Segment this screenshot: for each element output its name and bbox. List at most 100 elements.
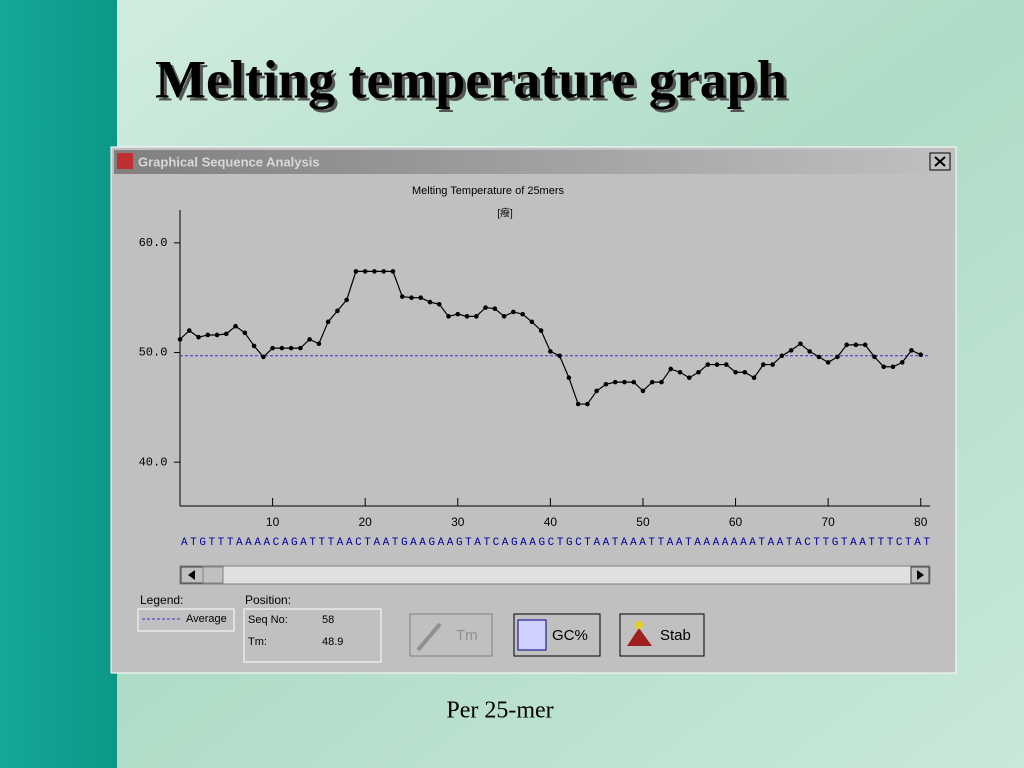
scroll-thumb[interactable] bbox=[202, 566, 224, 584]
tm-point bbox=[853, 342, 859, 348]
stab-icon-dot bbox=[635, 621, 643, 629]
plot-panel bbox=[116, 178, 952, 588]
y-tick-label: 50.0 bbox=[139, 346, 168, 360]
tm-point bbox=[705, 362, 711, 367]
x-tick-label: 20 bbox=[359, 515, 373, 529]
x-tick-label: 50 bbox=[636, 515, 650, 529]
tm-point bbox=[640, 388, 646, 394]
tm-point bbox=[251, 343, 257, 349]
tm-point bbox=[659, 379, 664, 385]
tm-point bbox=[779, 353, 785, 359]
scrollbar[interactable] bbox=[179, 565, 931, 585]
tm-point bbox=[473, 314, 479, 319]
tm-point bbox=[872, 354, 877, 360]
tm-point bbox=[316, 341, 322, 347]
tm-point bbox=[520, 311, 525, 317]
tm-point bbox=[492, 306, 498, 311]
tm-point bbox=[844, 342, 849, 348]
tm-point bbox=[622, 379, 627, 385]
chart-title: Melting Temperature of 25mers bbox=[412, 185, 565, 197]
title-bar bbox=[114, 150, 953, 174]
window: Graphical Sequence Analysis Legend: Posi… bbox=[110, 146, 957, 674]
x-tick-label: 70 bbox=[821, 515, 835, 529]
x-tick-label: 30 bbox=[451, 515, 465, 529]
tm-point bbox=[899, 360, 905, 365]
tm-point bbox=[464, 314, 470, 319]
tm-point bbox=[279, 345, 285, 351]
tm-point bbox=[436, 301, 442, 307]
y-tick-label: 60.0 bbox=[139, 236, 168, 250]
tm-point bbox=[418, 295, 424, 301]
tm-point bbox=[575, 401, 581, 407]
tm-point bbox=[649, 379, 655, 385]
arrow-left bbox=[188, 570, 195, 580]
arrow-right bbox=[917, 570, 924, 580]
stab-button[interactable]: Stab bbox=[619, 613, 705, 657]
tm-point bbox=[483, 305, 488, 310]
tm-point bbox=[631, 379, 637, 385]
tm-point bbox=[233, 323, 238, 329]
tm-point bbox=[270, 345, 275, 351]
tm-label: Tm: bbox=[248, 636, 267, 648]
tm-point bbox=[214, 332, 220, 338]
scroll-track[interactable] bbox=[179, 565, 931, 585]
tm-point bbox=[511, 309, 516, 315]
tm-point bbox=[242, 330, 248, 336]
tm-point bbox=[335, 308, 340, 314]
caption: Per 25-mer bbox=[446, 698, 553, 724]
tm-point bbox=[399, 294, 405, 299]
tm-point bbox=[353, 269, 359, 274]
x-tick-label: 10 bbox=[266, 515, 280, 529]
tm-point bbox=[288, 345, 294, 351]
tm-point bbox=[881, 364, 887, 370]
tm-point bbox=[723, 362, 729, 367]
tm-point bbox=[501, 314, 507, 319]
tm-point bbox=[538, 328, 544, 333]
side-strip bbox=[0, 0, 117, 768]
close-button[interactable] bbox=[929, 152, 951, 171]
tm-point bbox=[714, 362, 720, 367]
tm-point bbox=[807, 349, 812, 354]
tm-point bbox=[798, 341, 803, 347]
tm-point bbox=[307, 337, 312, 342]
tm-point bbox=[603, 382, 609, 387]
tm-point bbox=[566, 375, 572, 381]
tm-point bbox=[594, 388, 599, 394]
close-icon bbox=[934, 156, 946, 167]
tm-point bbox=[862, 342, 868, 348]
tm-button-box[interactable] bbox=[409, 613, 493, 657]
tm-point bbox=[362, 269, 368, 274]
tm-point bbox=[196, 334, 201, 340]
tm-point bbox=[585, 401, 590, 407]
tm-point bbox=[890, 364, 896, 370]
tm-point bbox=[298, 345, 303, 351]
tm-point bbox=[918, 352, 924, 358]
tm-point bbox=[223, 331, 229, 337]
tm-button[interactable]: Tm bbox=[409, 613, 493, 657]
tm-point bbox=[372, 269, 377, 274]
stab-button-label: Stab bbox=[660, 627, 691, 644]
x-tick-label: 60 bbox=[729, 515, 743, 529]
tm-point bbox=[668, 366, 674, 372]
tm-point bbox=[909, 348, 914, 353]
tm-point bbox=[344, 297, 349, 303]
tm-point bbox=[261, 354, 266, 360]
tm-point bbox=[529, 319, 535, 325]
seq-no-label: Seq No: bbox=[248, 614, 288, 626]
legend-label: Legend: bbox=[140, 593, 183, 607]
stab-icon bbox=[627, 628, 652, 646]
tm-point bbox=[770, 362, 775, 367]
tm-point bbox=[390, 269, 396, 274]
tm-point bbox=[205, 332, 211, 338]
position-box bbox=[243, 608, 382, 663]
slide-title-shadow: Melting temperature graph bbox=[158, 52, 790, 112]
gc-button[interactable]: GC% bbox=[513, 613, 601, 657]
tm-point bbox=[686, 375, 692, 381]
x-tick-label: 80 bbox=[914, 515, 928, 529]
tm-point bbox=[733, 369, 738, 375]
stab-button-box[interactable] bbox=[619, 613, 705, 657]
legend-entry: Average bbox=[186, 613, 227, 625]
gc-button-label: GC% bbox=[552, 627, 588, 644]
